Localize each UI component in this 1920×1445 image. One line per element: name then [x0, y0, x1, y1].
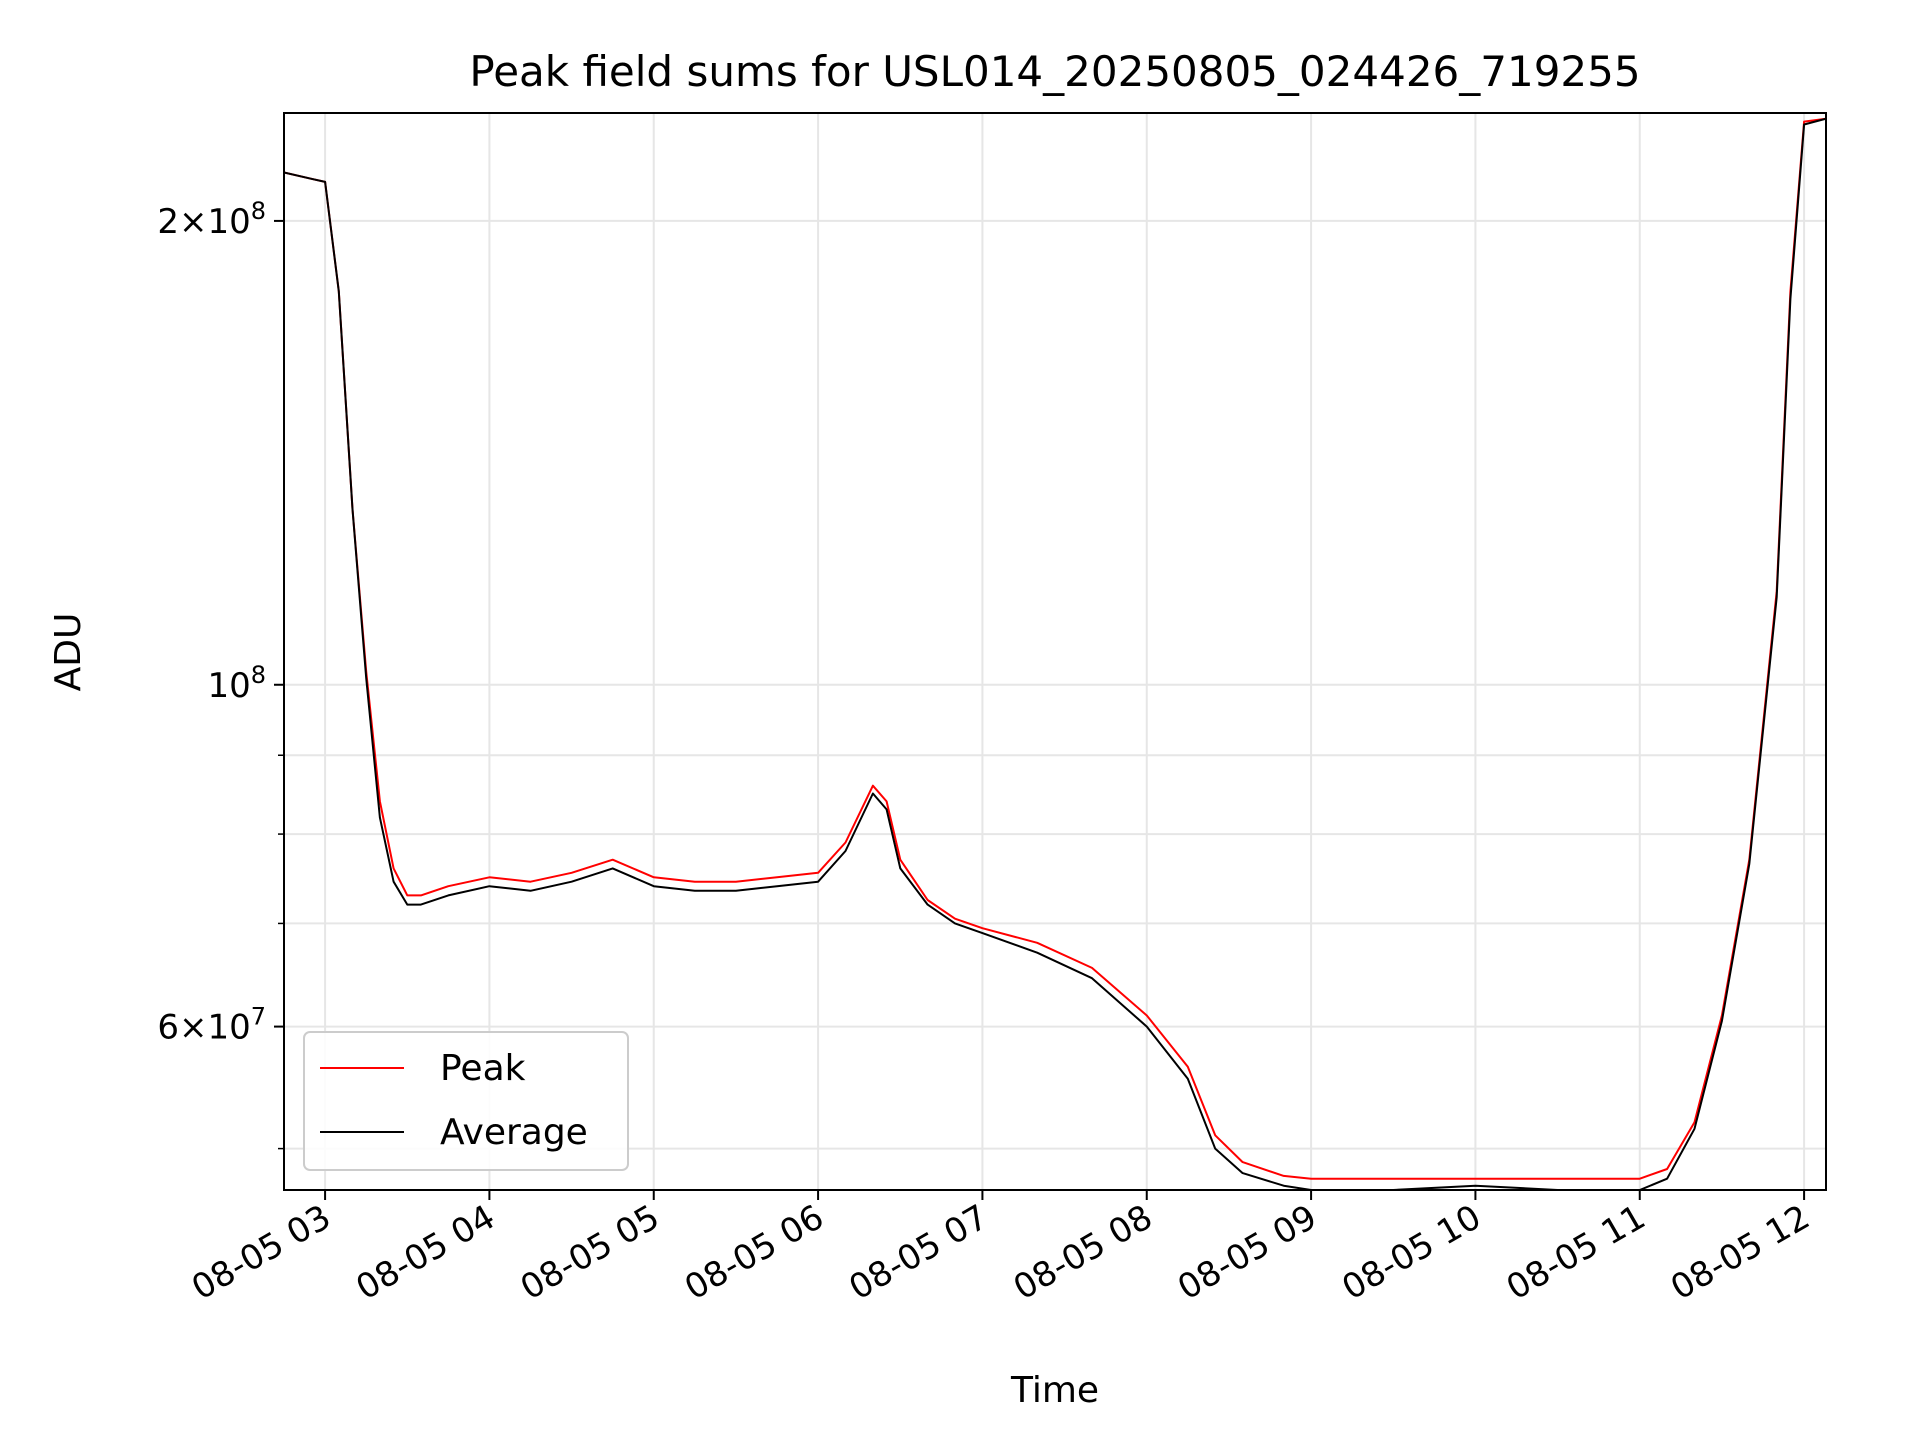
- legend: Peak Average: [303, 1031, 629, 1171]
- legend-peak-label: Peak: [440, 1048, 526, 1089]
- series-line-peak: [284, 117, 1826, 1180]
- x-axis-label: Time: [1010, 1370, 1099, 1411]
- grid: [284, 113, 1826, 1190]
- y-tick-label: 108: [207, 661, 266, 706]
- series-line-average: [284, 117, 1826, 1190]
- y-axis-ticks: 2×108 108 6×107: [157, 197, 284, 1150]
- y-axis-label: ADU: [48, 613, 89, 692]
- legend-average-label: Average: [440, 1112, 588, 1153]
- plot-series: [284, 117, 1826, 1190]
- chart-title: Peak field sums for USL014_20250805_0244…: [469, 47, 1640, 96]
- y-tick-label: 2×108: [157, 197, 266, 242]
- legend-box: [303, 1031, 629, 1171]
- y-tick-label: 6×107: [157, 1003, 266, 1048]
- plot-frame: [283, 112, 1827, 1191]
